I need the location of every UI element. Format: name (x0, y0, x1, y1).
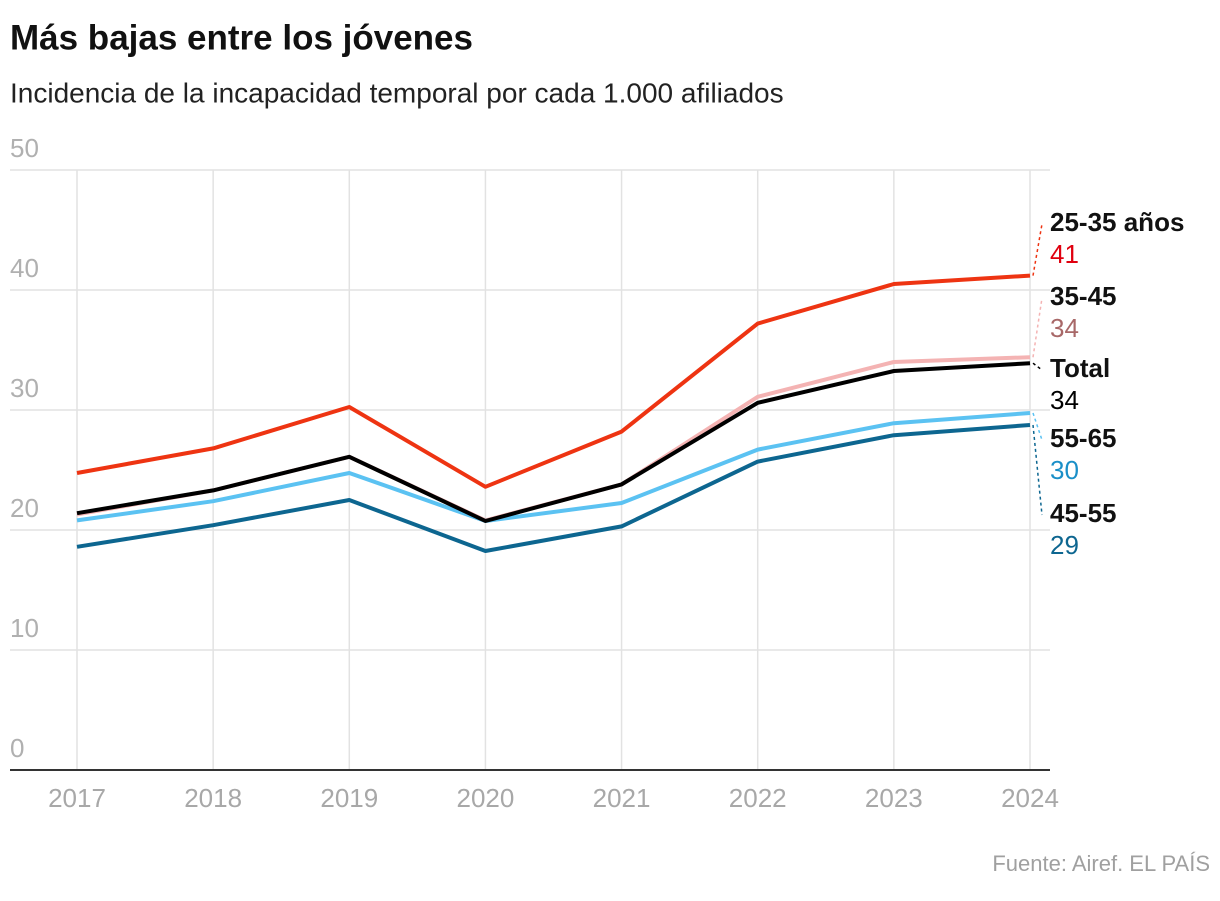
chart-title: Más bajas entre los jóvenes (10, 18, 473, 57)
x-tick-label: 2024 (1001, 783, 1059, 813)
series-line (76, 273, 1031, 489)
y-tick-label: 30 (10, 373, 39, 403)
x-tick-label: 2022 (729, 783, 787, 813)
source: Fuente: Airef. EL PAÍS (992, 851, 1210, 876)
x-tick-label: 2017 (48, 783, 106, 813)
value-label: 34 (1050, 385, 1079, 415)
series-line (76, 355, 1031, 523)
label-leader (1032, 223, 1043, 276)
series-line (76, 361, 1031, 523)
y-tick-label: 50 (10, 133, 39, 163)
value-label: 29 (1050, 530, 1079, 560)
value-label: 34 (1050, 313, 1079, 343)
label-leader (1032, 297, 1043, 358)
chart-subtitle: Incidencia de la incapacidad temporal po… (10, 77, 784, 108)
series-line (76, 423, 1031, 553)
x-tick-label: 2018 (184, 783, 242, 813)
series-line (76, 411, 1031, 523)
y-tick-label: 10 (10, 613, 39, 643)
value-label: 41 (1050, 239, 1079, 269)
series-name: 25-35 años (1050, 207, 1184, 237)
series-name: 55-65 (1050, 423, 1117, 453)
x-tick-label: 2020 (457, 783, 515, 813)
label-leader (1032, 362, 1043, 371)
y-tick-label: 20 (10, 493, 39, 523)
series-name: Total (1050, 353, 1110, 383)
x-tick-label: 2019 (320, 783, 378, 813)
y-tick-label: 0 (10, 733, 24, 763)
label-leader (1032, 412, 1043, 441)
y-tick-label: 40 (10, 253, 39, 283)
value-label: 30 (1050, 455, 1079, 485)
series-name: 45-55 (1050, 498, 1117, 528)
label-leader (1032, 424, 1043, 516)
x-tick-label: 2023 (865, 783, 923, 813)
series-name: 35-45 (1050, 281, 1117, 311)
x-tick-label: 2021 (593, 783, 651, 813)
